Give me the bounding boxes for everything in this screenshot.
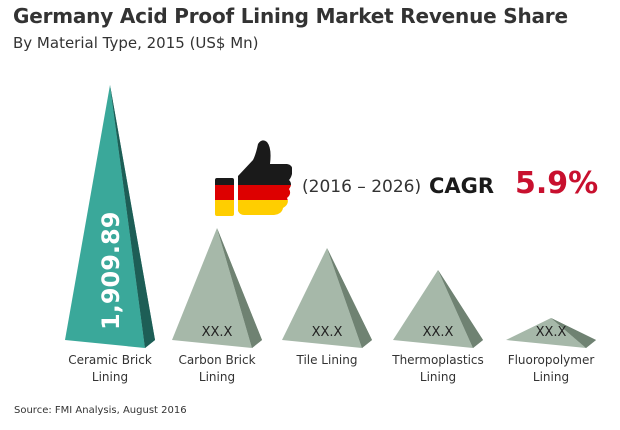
data-label: XX.X (536, 325, 567, 340)
pyramid-face (65, 85, 145, 348)
pyramid-bar (282, 248, 372, 348)
chart-subtitle: By Material Type, 2015 (US$ Mn) (13, 34, 259, 52)
data-label: 1,909.89 (97, 212, 125, 330)
pyramid-bar (172, 228, 262, 348)
chart-title: Germany Acid Proof Lining Market Revenue… (13, 4, 568, 28)
category-label: Lining (92, 370, 128, 384)
cagr-period: (2016 – 2026) (302, 177, 422, 197)
category-label: Ceramic Brick (68, 353, 152, 367)
source-note: Source: FMI Analysis, August 2016 (14, 405, 187, 416)
data-label: XX.X (202, 325, 233, 340)
category-label: Lining (199, 370, 235, 384)
pyramid-bar (65, 85, 155, 348)
pyramid-face (393, 270, 473, 348)
cagr-label: CAGR (429, 174, 495, 198)
cagr-value: 5.9% (515, 166, 599, 201)
category-label: Lining (533, 370, 569, 384)
pyramid-face (282, 248, 362, 348)
pyramid-bar (393, 270, 483, 348)
category-label: Fluoropolymer (508, 353, 595, 367)
thumbs-up-icon (215, 140, 292, 216)
category-label: Carbon Brick (178, 353, 255, 367)
data-label: XX.X (312, 325, 343, 340)
category-label: Tile Lining (295, 353, 357, 367)
pyramid-face (506, 318, 586, 348)
category-label: Lining (420, 370, 456, 384)
pyramid-face (172, 228, 252, 348)
pyramid-bar (506, 318, 596, 348)
data-label: XX.X (423, 325, 454, 340)
category-label: Thermoplastics (391, 353, 484, 367)
